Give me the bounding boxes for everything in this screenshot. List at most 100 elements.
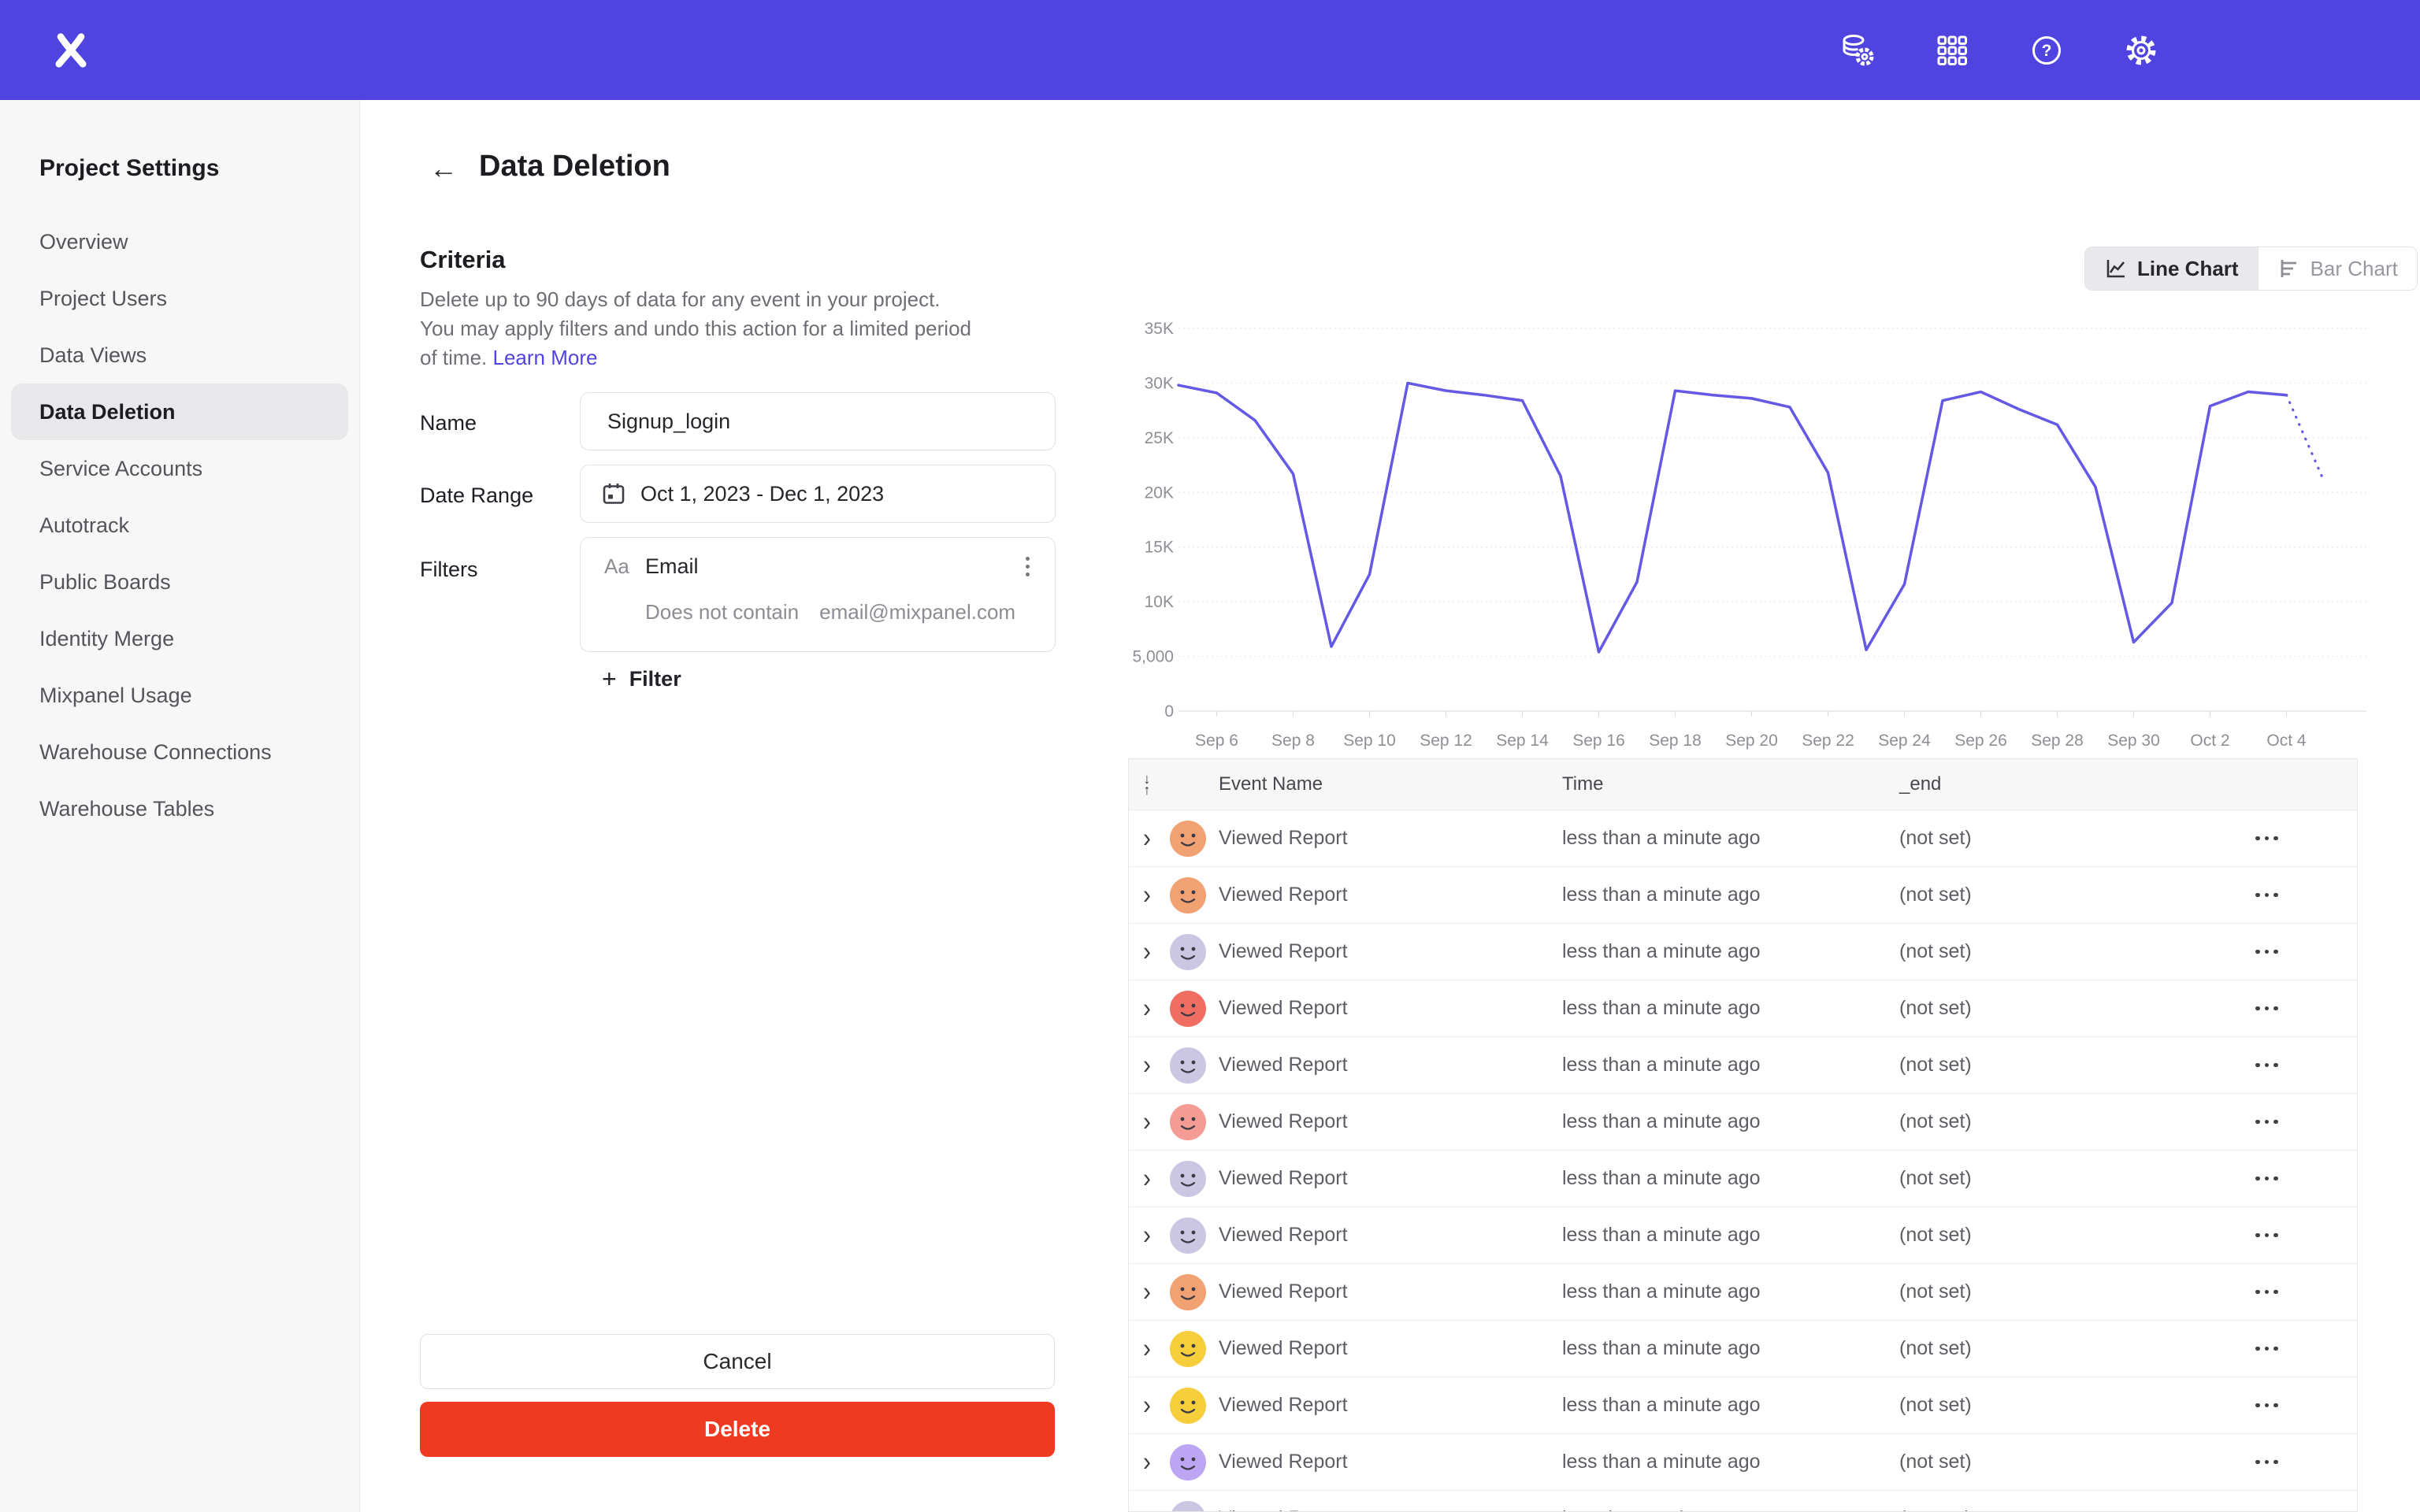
help-icon[interactable]: ? bbox=[2028, 32, 2066, 69]
criteria-description-text: Delete up to 90 days of data for any eve… bbox=[420, 287, 971, 369]
avatar bbox=[1170, 1387, 1206, 1424]
settings-gear-icon[interactable] bbox=[2122, 32, 2160, 69]
date-range-field[interactable]: Oct 1, 2023 - Dec 1, 2023 bbox=[580, 465, 1056, 523]
svg-text:Sep 16: Sep 16 bbox=[1572, 732, 1625, 750]
end-cell: (not set) bbox=[1899, 940, 1972, 962]
expand-row-icon[interactable]: › bbox=[1143, 1219, 1151, 1250]
row-menu-icon[interactable] bbox=[2255, 1062, 2357, 1068]
row-menu-icon[interactable] bbox=[2255, 1119, 2357, 1125]
data-management-icon[interactable] bbox=[1839, 32, 1876, 69]
mixpanel-logo[interactable] bbox=[49, 28, 93, 72]
sidebar-item-public-boards[interactable]: Public Boards bbox=[39, 570, 171, 594]
add-filter-button[interactable]: + Filter bbox=[602, 666, 681, 691]
avatar bbox=[1170, 1217, 1206, 1254]
topbar: ? bbox=[0, 0, 2420, 100]
line-chart-label: Line Chart bbox=[2137, 256, 2239, 280]
time-cell: less than a minute ago bbox=[1562, 1110, 1761, 1132]
apps-grid-icon[interactable] bbox=[1933, 32, 1971, 69]
name-field bbox=[580, 392, 1056, 450]
events-line-chart: 0 5,000 10K 15K 20K 25K 30K 35K Sep 6 Sep 8 Sep 10… bbox=[1132, 311, 2377, 752]
expand-row-icon[interactable]: › bbox=[1143, 936, 1151, 966]
event-name-cell: Viewed Report bbox=[1219, 997, 1348, 1019]
expand-row-icon[interactable]: › bbox=[1143, 1389, 1151, 1420]
page-title: Data Deletion bbox=[479, 150, 670, 183]
expand-row-icon[interactable]: › bbox=[1143, 1505, 1151, 1511]
expand-row-icon[interactable]: › bbox=[1143, 1332, 1151, 1363]
row-menu-icon[interactable] bbox=[2255, 1459, 2357, 1465]
expand-row-icon[interactable]: › bbox=[1143, 822, 1151, 853]
date-range-label: Date Range bbox=[420, 484, 534, 507]
back-button[interactable]: ← bbox=[429, 152, 458, 184]
expand-row-icon[interactable]: › bbox=[1143, 1446, 1151, 1477]
svg-text:35K: 35K bbox=[1145, 320, 1174, 338]
line-chart-tab[interactable]: Line Chart bbox=[2085, 247, 2258, 290]
filter-value[interactable]: email@mixpanel.com bbox=[819, 600, 1016, 624]
svg-text:Sep 20: Sep 20 bbox=[1725, 732, 1778, 750]
bar-chart-tab[interactable]: Bar Chart bbox=[2257, 247, 2417, 290]
expand-row-icon[interactable]: › bbox=[1143, 1049, 1151, 1080]
row-menu-icon[interactable] bbox=[2255, 1006, 2357, 1011]
row-menu-icon[interactable] bbox=[2255, 1346, 2357, 1351]
filter-card[interactable]: Aa Email Does not contain email@mixpanel… bbox=[580, 537, 1056, 652]
expand-row-icon[interactable]: › bbox=[1143, 992, 1151, 1023]
event-name-cell: Viewed Report bbox=[1219, 1394, 1348, 1416]
event-name-cell: Viewed Report bbox=[1219, 884, 1348, 906]
row-menu-icon[interactable] bbox=[2255, 1232, 2357, 1238]
plus-icon: + bbox=[602, 665, 617, 693]
time-cell: less than a minute ago bbox=[1562, 1394, 1761, 1416]
sidebar-item-mixpanel-usage[interactable]: Mixpanel Usage bbox=[39, 684, 192, 707]
sidebar-item-service-accounts[interactable]: Service Accounts bbox=[39, 457, 203, 480]
sidebar-item-overview[interactable]: Overview bbox=[39, 230, 128, 254]
event-name-cell: Viewed Report bbox=[1219, 1110, 1348, 1132]
expand-row-icon[interactable]: › bbox=[1143, 1106, 1151, 1136]
sidebar-item-warehouse-tables[interactable]: Warehouse Tables bbox=[39, 797, 215, 821]
filter-menu-icon[interactable] bbox=[1021, 554, 1034, 580]
end-cell: (not set) bbox=[1899, 997, 1972, 1019]
expand-row-icon[interactable]: › bbox=[1143, 1162, 1151, 1193]
expand-row-icon[interactable]: › bbox=[1143, 1276, 1151, 1306]
collapse-rows-icon[interactable]: ↓ ↑ bbox=[1143, 770, 1151, 798]
svg-text:Sep 14: Sep 14 bbox=[1496, 732, 1549, 750]
event-name-cell: Viewed Report bbox=[1219, 1054, 1348, 1076]
end-cell: (not set) bbox=[1899, 1451, 1972, 1473]
row-menu-icon[interactable] bbox=[2255, 1403, 2357, 1408]
sidebar-item-identity-merge[interactable]: Identity Merge bbox=[39, 627, 175, 650]
event-name-cell: Viewed Report bbox=[1219, 1451, 1348, 1473]
sidebar-item-warehouse-connections[interactable]: Warehouse Connections bbox=[39, 740, 272, 764]
time-cell: less than a minute ago bbox=[1562, 1337, 1761, 1359]
row-menu-icon[interactable] bbox=[2255, 1289, 2357, 1295]
delete-button[interactable]: Delete bbox=[420, 1402, 1055, 1457]
row-menu-icon[interactable] bbox=[2255, 892, 2357, 898]
time-cell: less than a minute ago bbox=[1562, 940, 1761, 962]
cancel-button[interactable]: Cancel bbox=[420, 1334, 1055, 1389]
sidebar-item-data-deletion[interactable]: Data Deletion bbox=[11, 384, 348, 440]
name-input[interactable] bbox=[581, 393, 1055, 450]
learn-more-link[interactable]: Learn More bbox=[492, 345, 598, 369]
row-menu-icon[interactable] bbox=[2255, 836, 2357, 841]
end-cell: (not set) bbox=[1899, 884, 1972, 906]
avatar bbox=[1170, 1160, 1206, 1197]
sidebar-item-data-views[interactable]: Data Views bbox=[39, 343, 147, 367]
svg-text:5,000: 5,000 bbox=[1133, 648, 1174, 666]
sidebar-item-project-users[interactable]: Project Users bbox=[39, 287, 168, 310]
row-menu-icon[interactable] bbox=[2255, 949, 2357, 954]
expand-row-icon[interactable]: › bbox=[1143, 879, 1151, 910]
filter-operator[interactable]: Does not contain bbox=[645, 600, 800, 624]
sidebar-item-autotrack[interactable]: Autotrack bbox=[39, 513, 130, 537]
calendar-icon bbox=[603, 484, 625, 504]
row-menu-icon[interactable] bbox=[2255, 1176, 2357, 1181]
svg-text:Sep 6: Sep 6 bbox=[1195, 732, 1238, 750]
